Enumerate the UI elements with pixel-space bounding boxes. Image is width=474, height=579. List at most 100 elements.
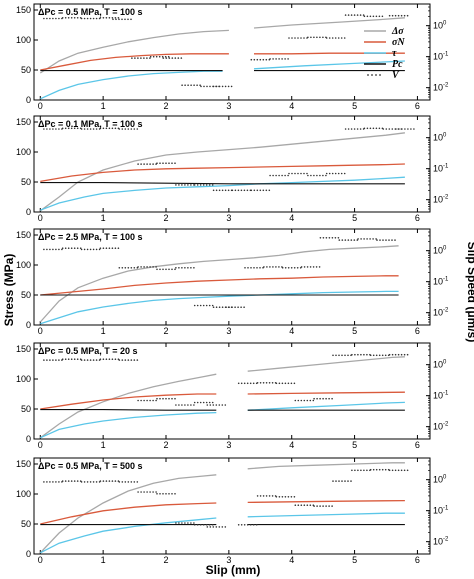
- speed-point: [70, 480, 73, 482]
- speed-point: [156, 268, 158, 271]
- speed-point: [199, 184, 202, 186]
- speed-point: [64, 247, 67, 249]
- speed-point: [208, 184, 211, 186]
- speed-point: [243, 524, 246, 526]
- speed-point: [376, 239, 378, 241]
- y2-tick-label: 10-2: [433, 537, 449, 547]
- speed-point: [58, 248, 60, 251]
- speed-point: [149, 491, 151, 493]
- speed-point: [284, 174, 286, 177]
- speed-point: [394, 353, 397, 356]
- legend-label: V: [392, 70, 400, 81]
- speed-point: [168, 57, 171, 59]
- speed-point: [209, 526, 212, 528]
- y2-tick-label: 10-1: [433, 277, 449, 287]
- speed-point: [67, 358, 70, 361]
- speed-point: [121, 481, 124, 483]
- panel-title: ΔPc = 0.1 MPa, T = 100 s: [38, 119, 143, 129]
- speed-point: [394, 14, 397, 17]
- series-line-σN: [40, 275, 399, 296]
- speed-point: [175, 404, 177, 406]
- series-line-Δσ: [39, 132, 405, 212]
- speed-point: [353, 14, 356, 16]
- speed-point: [70, 358, 73, 361]
- speed-point: [325, 174, 327, 177]
- speed-point: [400, 469, 403, 472]
- speed-point: [332, 354, 334, 357]
- speed-point: [331, 172, 334, 175]
- speed-point: [184, 522, 186, 524]
- speed-point: [357, 238, 359, 240]
- speed-point: [350, 239, 353, 241]
- speed-point: [255, 524, 258, 526]
- speed-point: [313, 36, 315, 39]
- speed-point: [256, 495, 259, 497]
- speed-point: [190, 267, 192, 269]
- speed-point: [80, 128, 83, 130]
- speed-point: [388, 14, 391, 17]
- speed-point: [388, 353, 391, 356]
- speed-point: [378, 15, 381, 18]
- speed-point: [149, 55, 152, 58]
- speed-point: [406, 469, 409, 472]
- speed-point: [268, 382, 271, 384]
- speed-point: [359, 14, 362, 16]
- x-tick-label: 6: [415, 555, 420, 565]
- y2-tick-label: 10-1: [433, 52, 449, 62]
- speed-point: [313, 505, 315, 507]
- speed-point: [196, 184, 199, 186]
- speed-point: [303, 399, 306, 402]
- speed-point: [165, 493, 167, 495]
- speed-point: [52, 128, 54, 130]
- speed-point: [319, 237, 322, 239]
- speed-point: [312, 399, 315, 402]
- x-tick-label: 3: [226, 440, 231, 450]
- speed-point: [49, 128, 51, 130]
- speed-point: [293, 496, 296, 498]
- speed-point: [353, 239, 356, 241]
- speed-point: [306, 172, 308, 175]
- speed-point: [95, 248, 98, 251]
- speed-point: [178, 522, 180, 524]
- speed-point: [243, 189, 246, 192]
- speed-point: [127, 481, 130, 483]
- y2-tick-label: 100: [433, 246, 447, 256]
- speed-point: [130, 481, 133, 483]
- speed-point: [117, 17, 120, 19]
- series-line-Δσ: [39, 29, 229, 74]
- speed-point: [174, 162, 176, 164]
- speed-point: [221, 85, 224, 88]
- speed-point: [240, 306, 242, 309]
- speed-point: [175, 522, 177, 524]
- speed-point: [162, 162, 164, 164]
- legend-label: Pc: [392, 59, 403, 70]
- speed-point: [328, 397, 330, 400]
- speed-point: [256, 382, 259, 384]
- panel-3: 0 1 2 3 4 5 6 0 50 100 150 100 10-1 10-2 ΔPc = 2.5 MPa…: [16, 228, 449, 336]
- speed-point: [171, 493, 173, 495]
- speed-point: [205, 524, 208, 526]
- speed-point: [140, 163, 142, 165]
- speed-point: [127, 359, 130, 361]
- speed-point: [114, 480, 117, 482]
- speed-point: [218, 404, 221, 406]
- speed-point: [265, 189, 268, 192]
- y-tick-label: 100: [16, 260, 31, 270]
- speed-point: [297, 37, 299, 39]
- speed-point: [281, 174, 283, 177]
- speed-point: [259, 189, 262, 192]
- speed-point: [52, 481, 54, 483]
- speed-point: [61, 127, 64, 130]
- speed-point: [174, 493, 176, 495]
- speed-point: [108, 480, 111, 482]
- speed-point: [322, 174, 324, 177]
- speed-point: [118, 267, 121, 269]
- y-tick-label: 100: [16, 489, 31, 499]
- speed-point: [127, 18, 129, 21]
- speed-point: [79, 247, 82, 249]
- plot-frame: [33, 115, 431, 213]
- speed-point: [130, 128, 133, 130]
- speed-point: [231, 189, 234, 192]
- speed-point: [291, 172, 293, 175]
- speed-point: [325, 237, 328, 239]
